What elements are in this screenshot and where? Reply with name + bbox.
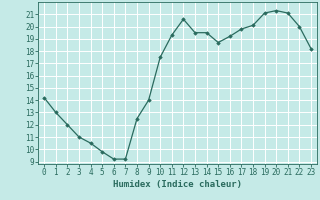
X-axis label: Humidex (Indice chaleur): Humidex (Indice chaleur): [113, 180, 242, 189]
